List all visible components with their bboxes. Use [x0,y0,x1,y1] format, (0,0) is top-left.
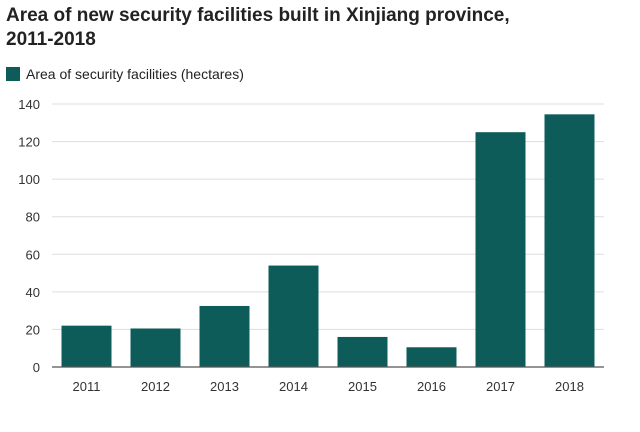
bar [475,132,526,367]
legend-swatch [6,67,20,81]
chart-title-line-1: Area of new security facilities built in… [6,5,510,26]
y-tick-label: 20 [26,322,40,337]
bar [544,114,595,367]
x-tick-label: 2013 [210,379,239,394]
chart-title-line-2: 2011-2018 [6,29,96,50]
y-tick-label: 60 [26,247,40,262]
y-tick-label: 100 [18,172,40,187]
legend: Area of security facilities (hectares) [6,66,244,82]
bar [130,328,181,367]
x-tick-label: 2011 [73,379,101,394]
x-tick-label: 2012 [141,379,170,394]
y-tick-label: 140 [18,97,40,112]
bar [61,325,112,367]
x-tick-label: 2014 [279,379,308,394]
y-tick-label: 0 [33,360,40,375]
x-tick-label: 2015 [348,379,377,394]
bar [268,265,319,367]
bar [199,305,250,367]
legend-label: Area of security facilities (hectares) [26,66,244,82]
bar [406,347,457,367]
x-tick-label: 2016 [417,379,446,394]
chart-title: Area of new security facilities built in… [6,4,626,52]
y-tick-label: 40 [26,285,40,300]
bar [337,336,388,367]
y-tick-label: 80 [26,210,40,225]
y-tick-label: 120 [18,135,40,150]
x-tick-label: 2017 [486,379,515,394]
x-tick-label: 2018 [555,379,584,394]
